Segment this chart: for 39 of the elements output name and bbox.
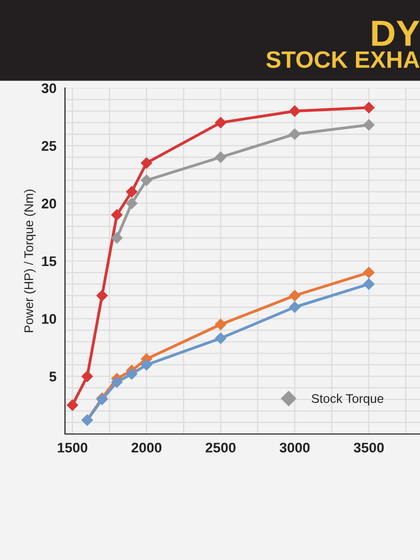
point [215,116,226,128]
y-tick-label: 20 [42,198,56,209]
point [140,174,152,186]
point [289,128,300,140]
point [82,370,93,382]
x-tick-label: 2000 [132,442,162,453]
y-tick-label: 10 [42,314,56,324]
legend-label: Stock Torque [312,394,384,406]
point [126,186,138,198]
point [215,318,226,330]
x-tick-label: 3000 [280,442,310,453]
x-tick-label: 3500 [354,442,384,453]
point [140,359,152,370]
point [111,209,122,220]
y-tick-label: 25 [42,141,56,151]
point [363,102,374,114]
point [66,400,78,411]
point [363,266,374,278]
point [363,119,374,131]
point [126,368,138,380]
point [215,332,226,344]
y-tick-label: 5 [49,372,56,382]
point [289,290,300,302]
point [96,290,108,302]
point [111,376,122,388]
point [215,152,226,163]
point [126,198,138,209]
point [289,302,300,313]
chart-subtitle: STOCK EXHA [266,51,420,68]
y-axis-title: Power (HP) / Torque (Nm) [24,190,36,332]
x-tick-label: 2500 [206,442,236,453]
y-tick-label: 15 [42,256,56,266]
point [289,105,300,117]
point [363,278,374,290]
point [111,232,122,244]
y-tick-label: 30 [42,83,56,94]
x-tick-label: 1500 [58,442,88,453]
point [140,157,152,169]
chart-title: DY [372,20,420,46]
